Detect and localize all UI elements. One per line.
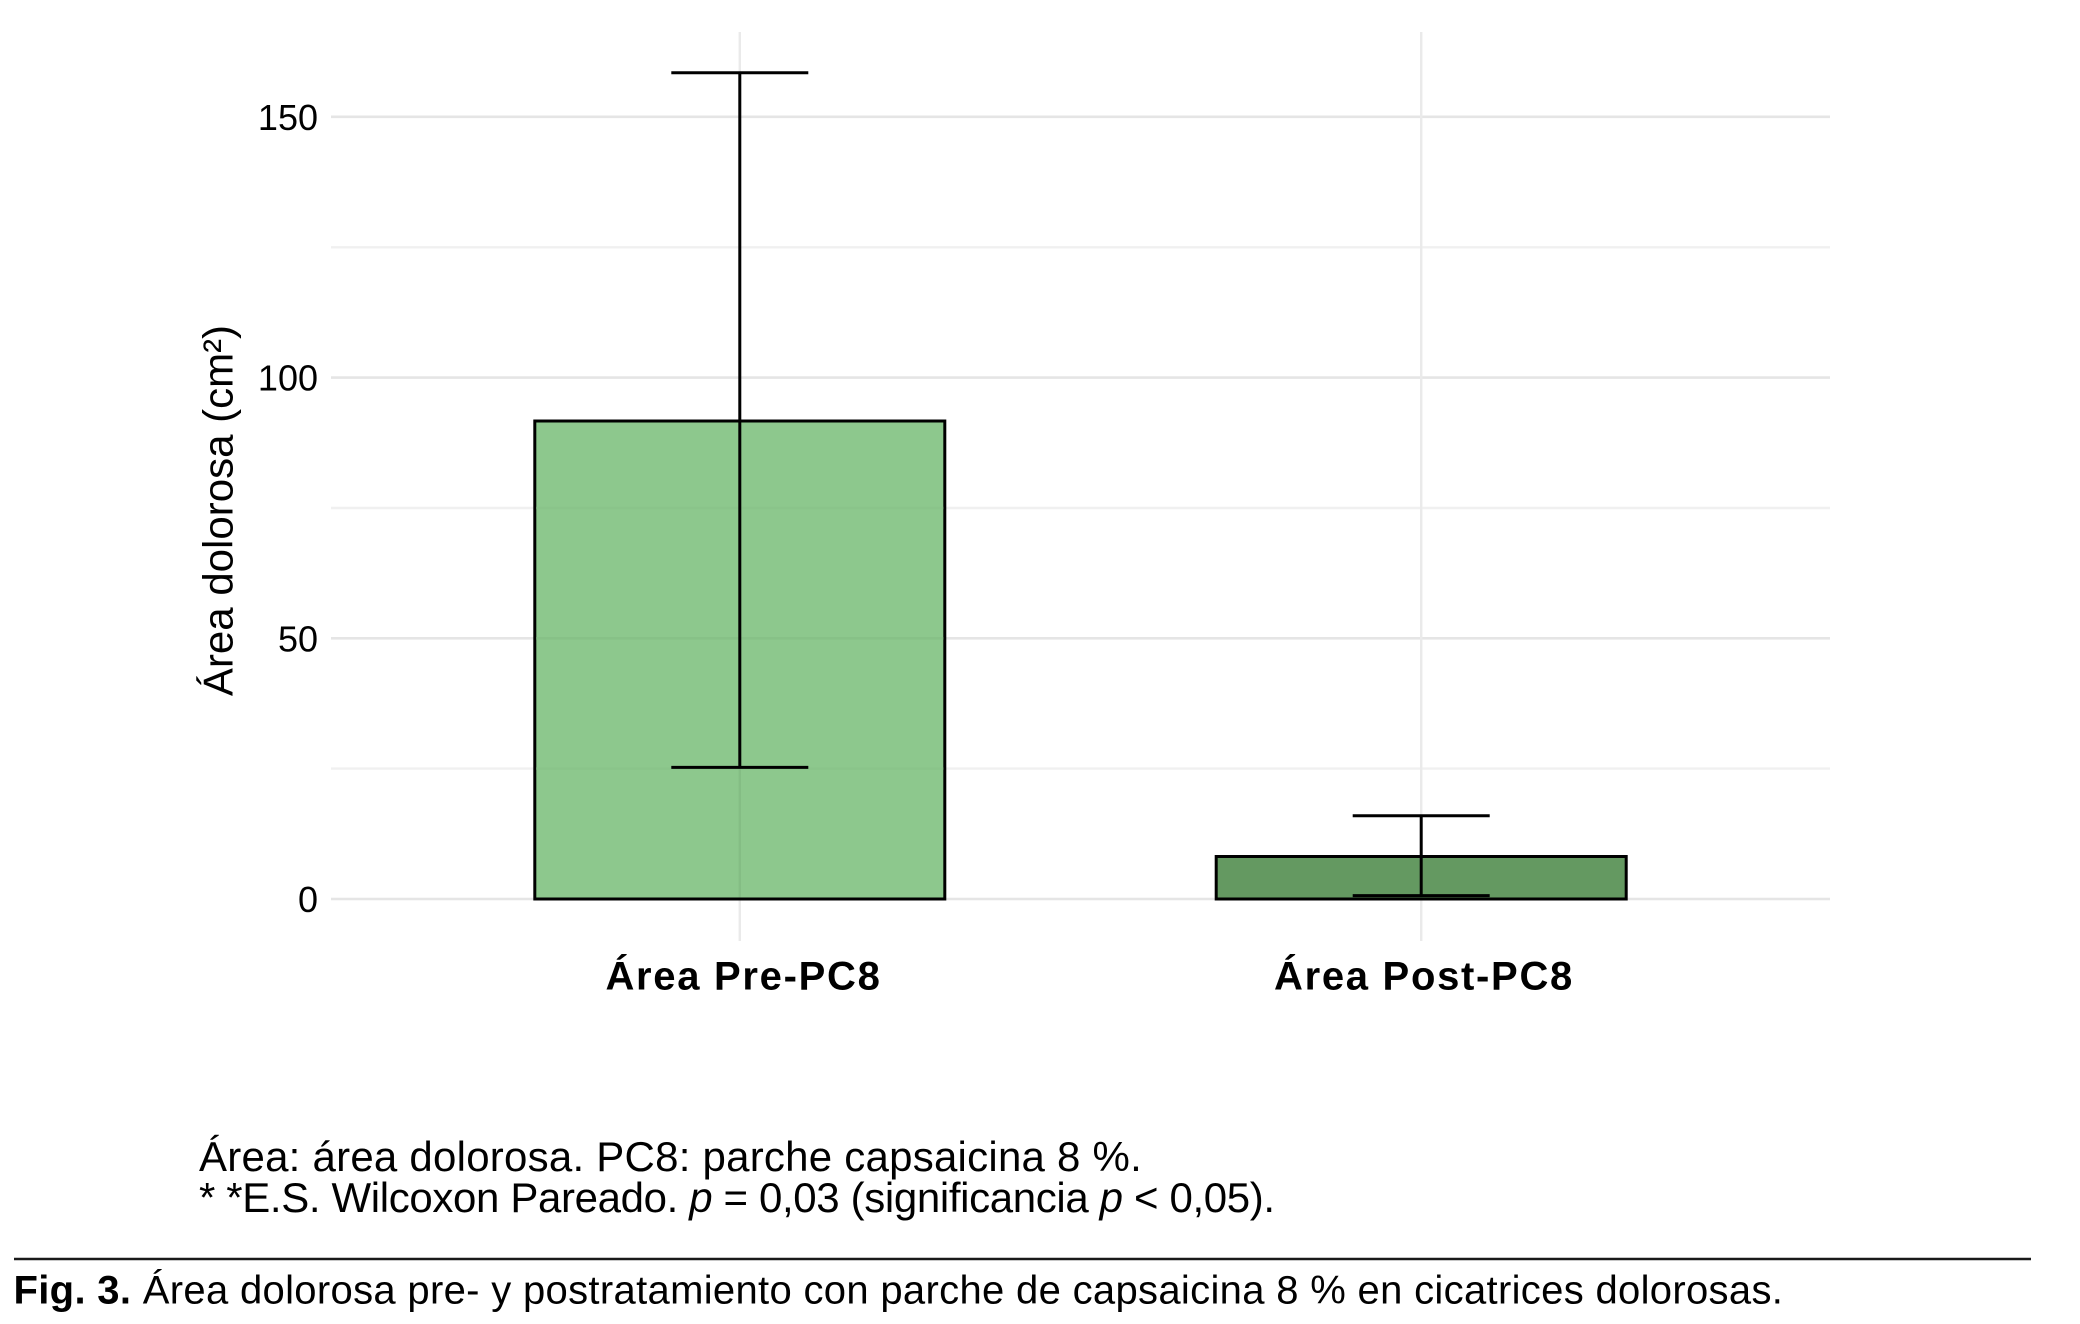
svg-text:100: 100	[258, 358, 318, 399]
svg-text:* *E.S. Wilcoxon Pareado. p =: * *E.S. Wilcoxon Pareado. p = 0,03 (sign…	[199, 1174, 1275, 1221]
svg-text:Área: área dolorosa. PC8: parc: Área: área dolorosa. PC8: parche capsaic…	[199, 1133, 1142, 1180]
svg-text:0: 0	[298, 879, 318, 920]
svg-text:Área Post-PC8: Área Post-PC8	[1274, 954, 1574, 999]
svg-text:Área Pre-PC8: Área Pre-PC8	[605, 954, 881, 999]
svg-text:50: 50	[278, 618, 318, 659]
svg-text:Fig. 3. Área dolorosa pre- y p: Fig. 3. Área dolorosa pre- y postratamie…	[14, 1268, 1784, 1313]
svg-text:150: 150	[258, 97, 318, 138]
svg-text:Área dolorosa (cm²): Área dolorosa (cm²)	[195, 325, 242, 696]
